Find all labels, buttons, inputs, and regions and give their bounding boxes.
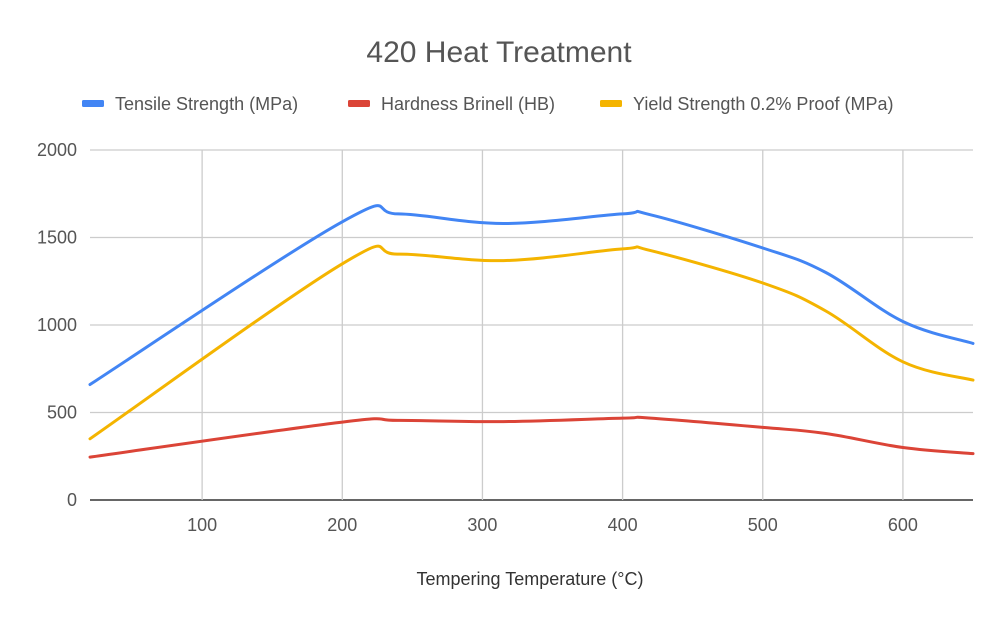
- x-axis-label: Tempering Temperature (°C): [417, 569, 644, 589]
- y-tick-label: 2000: [37, 140, 77, 160]
- y-tick-label: 500: [47, 403, 77, 423]
- y-axis-ticks: 0 500 1000 1500 2000: [37, 140, 77, 510]
- x-tick-label: 600: [888, 515, 918, 535]
- legend-label: Yield Strength 0.2% Proof (MPa): [633, 94, 893, 114]
- series-line-yield-strength: [88, 244, 975, 441]
- legend-label: Tensile Strength (MPa): [115, 94, 298, 114]
- series-line-tensile-strength: [88, 204, 975, 386]
- x-tick-label: 300: [467, 515, 497, 535]
- grid: [90, 149, 973, 501]
- legend-label: Hardness Brinell (HB): [381, 94, 555, 114]
- x-tick-label: 200: [327, 515, 357, 535]
- chart-title: 420 Heat Treatment: [366, 36, 632, 69]
- y-tick-label: 1500: [37, 228, 77, 248]
- x-tick-label: 500: [748, 515, 778, 535]
- legend-swatch: [82, 100, 104, 107]
- x-axis-ticks: 100 200 300 400 500 600: [187, 515, 918, 535]
- y-tick-label: 1000: [37, 315, 77, 335]
- legend-swatch: [348, 100, 370, 107]
- legend: Tensile Strength (MPa) Hardness Brinell (…: [82, 94, 893, 114]
- y-tick-label: 0: [67, 490, 77, 510]
- series-layer: [88, 204, 975, 459]
- x-tick-label: 400: [608, 515, 638, 535]
- series-line-hardness-brinell: [88, 415, 975, 459]
- legend-swatch: [600, 100, 622, 107]
- x-tick-label: 100: [187, 515, 217, 535]
